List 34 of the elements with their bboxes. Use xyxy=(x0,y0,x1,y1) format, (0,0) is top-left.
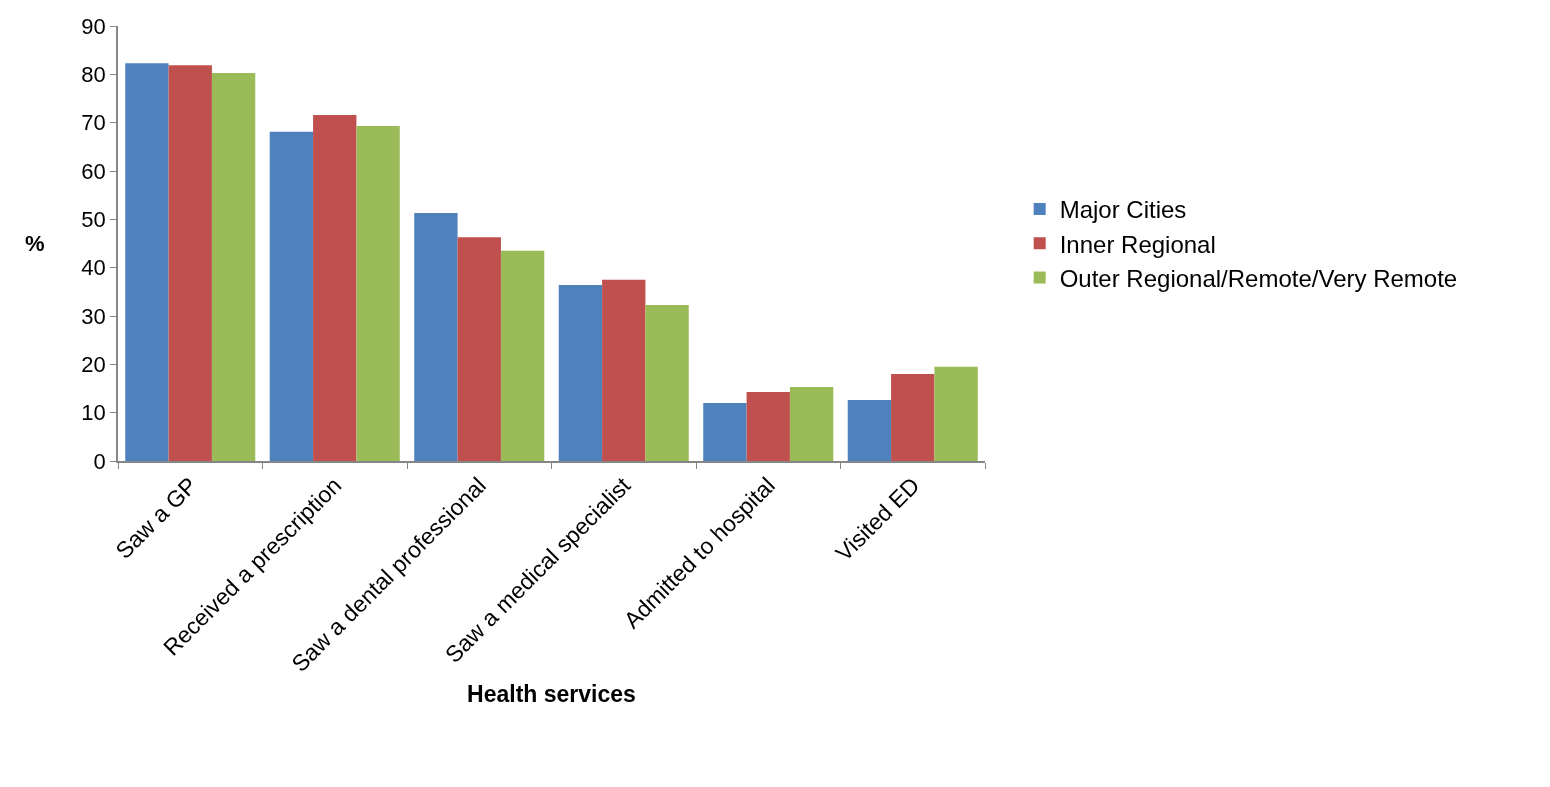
legend-label: Inner Regional xyxy=(1059,230,1216,258)
bar xyxy=(125,63,169,461)
bar xyxy=(934,366,978,461)
bar xyxy=(847,400,892,461)
x-axis-title: Health services xyxy=(467,680,636,707)
y-tick-label: 60 xyxy=(81,158,106,184)
y-axis-title: % xyxy=(25,231,45,256)
x-tick-label: Saw a GP xyxy=(110,472,202,564)
bar xyxy=(356,126,400,461)
y-tick-label: 90 xyxy=(81,13,106,39)
bar xyxy=(457,237,501,461)
y-tick-label: 20 xyxy=(81,352,106,378)
bar xyxy=(414,213,458,461)
bar xyxy=(602,279,646,461)
bar xyxy=(703,403,747,461)
bar xyxy=(269,131,314,461)
bar xyxy=(313,114,357,461)
y-tick-label: 80 xyxy=(81,62,106,88)
y-tick-label: 0 xyxy=(93,448,106,474)
bar xyxy=(891,374,935,461)
legend-label: Outer Regional/Remote/Very Remote xyxy=(1059,264,1458,292)
bar xyxy=(500,250,545,461)
y-tick-label: 10 xyxy=(81,400,106,426)
y-tick-label: 40 xyxy=(81,255,106,281)
bar xyxy=(211,72,256,461)
y-tick-label: 30 xyxy=(81,303,106,329)
y-tick-label: 70 xyxy=(81,110,106,136)
bar xyxy=(168,65,212,461)
bar xyxy=(746,391,790,461)
y-tick-label: 50 xyxy=(81,207,106,233)
bar xyxy=(645,304,689,461)
legend-label: Major Cities xyxy=(1059,196,1187,224)
bar xyxy=(558,285,603,461)
bar xyxy=(789,387,834,461)
